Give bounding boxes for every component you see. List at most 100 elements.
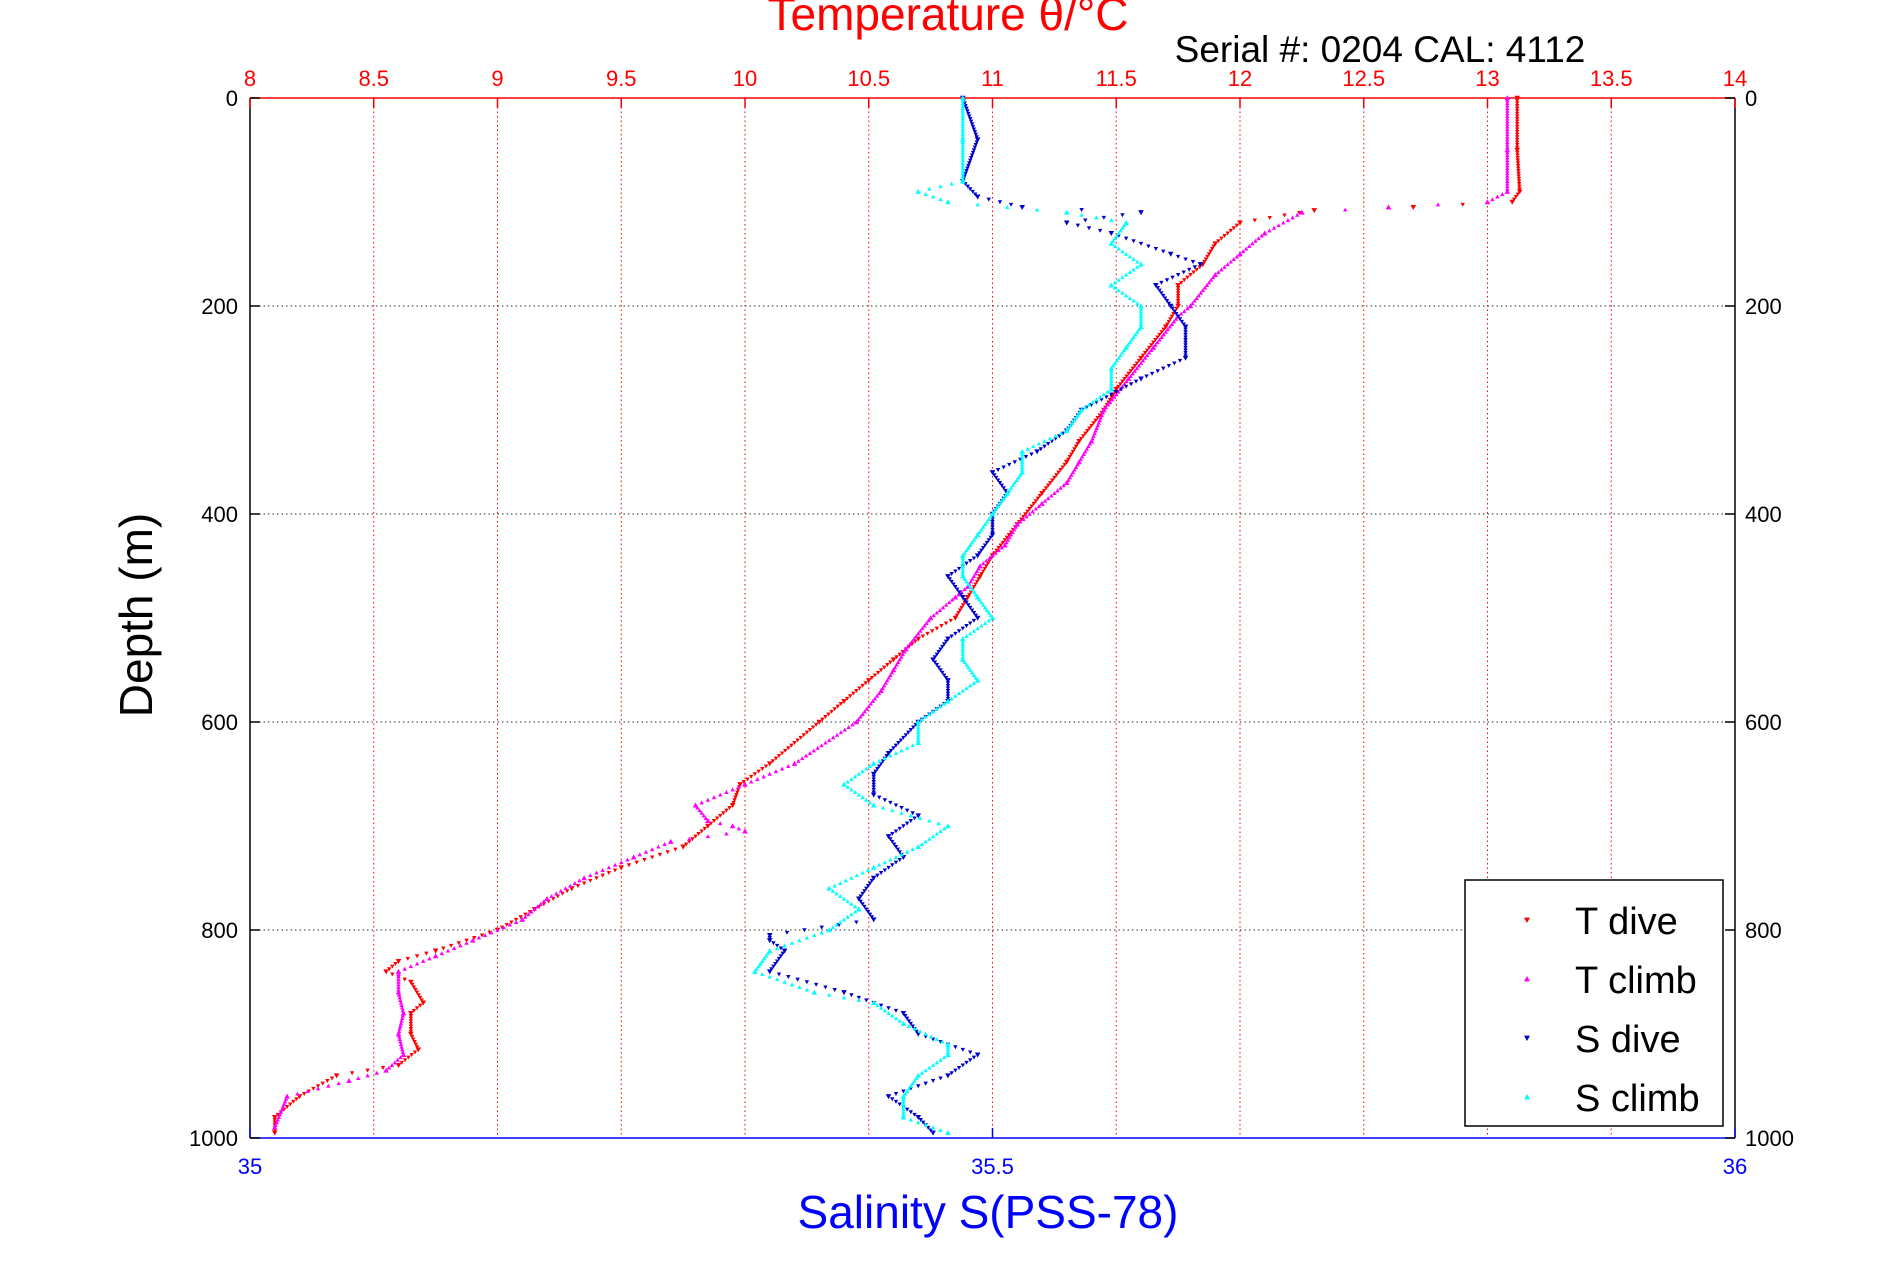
profile-marker [767,771,772,776]
profile-marker [1140,353,1146,358]
profile-marker [908,728,914,732]
profile-marker [938,197,943,202]
profile-marker [441,946,446,951]
profile-marker [558,888,564,893]
profile-marker [1008,202,1014,207]
profile-marker [943,621,949,626]
series-t-dive [271,95,1523,1136]
profile-marker [916,740,921,745]
profile-marker [847,694,853,699]
profile-marker [854,719,859,724]
profile-marker [1003,488,1008,493]
profile-marker [985,561,991,566]
profile-marker [910,847,915,852]
top-axis-tick-label: 11 [981,66,1004,91]
profile-marker [834,922,839,927]
profile-marker [1505,166,1510,170]
profile-marker [776,972,782,977]
profile-marker [901,1109,906,1114]
profile-marker [752,969,758,974]
profile-marker [731,800,736,805]
profile-marker [972,130,978,134]
profile-marker [1187,267,1192,272]
profile-marker [1048,481,1053,485]
profile-marker [895,847,901,852]
profile-marker [1052,475,1057,480]
profile-marker [662,842,667,846]
profile-marker [870,699,876,703]
profile-marker [1192,265,1198,270]
profile-marker [1068,423,1073,428]
profile-marker [1042,444,1047,449]
profile-marker [789,982,795,987]
profile-marker [1161,249,1166,254]
profile-marker [1045,442,1051,446]
profile-marker [990,553,995,558]
profile-marker [397,995,402,1000]
profile-marker [904,849,910,854]
profile-marker [997,200,1003,205]
profile-marker [804,730,810,735]
profile-marker [921,1120,926,1125]
profile-marker [569,886,574,891]
profile-marker [1183,335,1188,340]
profile-marker [673,847,678,852]
profile-marker [730,823,735,828]
profile-marker [956,611,961,615]
profile-marker [656,844,661,849]
profile-marker [895,660,901,664]
profile-marker [845,784,850,789]
profile-marker [891,746,896,751]
profile-marker [1183,353,1188,358]
profile-marker [612,868,618,873]
profile-marker [1131,298,1136,303]
profile-marker [912,639,918,644]
profile-marker [1018,519,1023,524]
profile-marker [823,715,828,719]
profile-marker [1175,301,1181,306]
top-axis-tick-label: 11.5 [1096,66,1137,91]
profile-marker [1142,351,1148,355]
profile-marker [776,754,782,758]
profile-marker [1109,392,1114,397]
profile-marker [1515,114,1520,119]
legend-marker [1524,1035,1530,1041]
profile-marker [877,758,882,763]
profile-marker [470,938,475,943]
profile-marker [945,1052,951,1057]
profile-marker [1505,160,1510,165]
profile-marker [877,764,882,769]
profile-marker [942,673,947,678]
profile-marker [936,665,941,670]
chart-title: Temperature θ/°C [768,0,1129,40]
profile-marker [742,829,748,833]
profile-marker [1505,108,1510,113]
profile-marker [1119,387,1124,392]
profile-marker [899,806,904,810]
profile-marker [1023,512,1028,517]
profile-marker [1183,325,1188,329]
profile-marker [1505,116,1510,121]
profile-marker [917,816,923,820]
profile-marker [1515,119,1520,124]
profile-marker [1123,345,1129,350]
profile-marker [1064,460,1069,465]
profile-marker [1515,158,1521,163]
profile-marker [864,706,869,711]
profile-marker [865,910,871,914]
profile-marker [860,795,865,800]
profile-marker [315,1086,321,1091]
profile-marker [923,192,928,196]
profile-marker [947,577,953,582]
profile-marker [701,813,706,818]
profile-marker [1116,389,1121,394]
profile-marker [1206,252,1212,257]
profile-marker [396,959,401,964]
profile-marker [1183,340,1188,345]
profile-marker [767,936,772,940]
profile-marker [399,1060,404,1065]
profile-marker [770,759,776,764]
profile-marker [1168,304,1173,309]
profile-marker [1052,491,1057,495]
profile-marker [926,618,931,623]
